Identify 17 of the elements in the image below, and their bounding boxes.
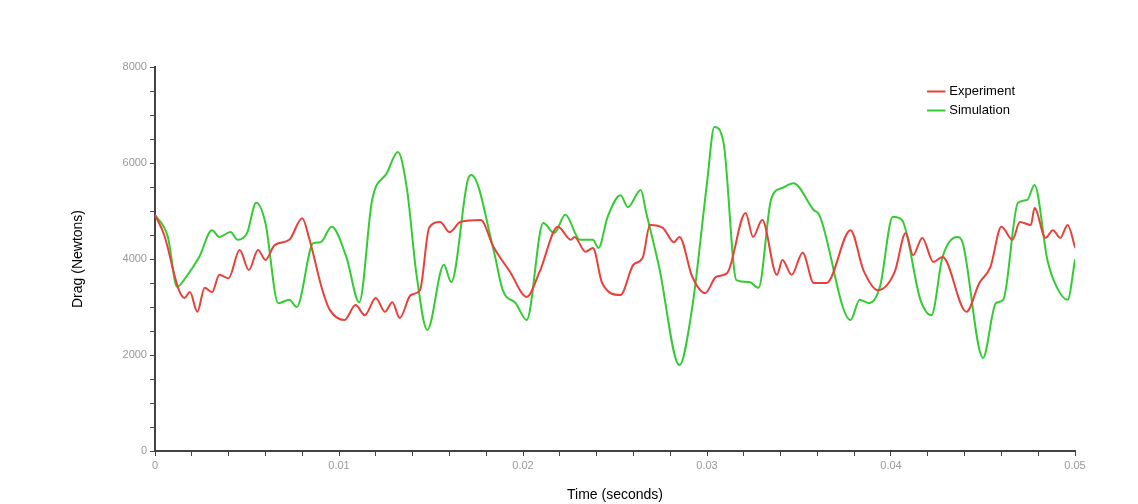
legend-label: Simulation <box>949 102 1010 118</box>
x-tick-label: 0.02 <box>512 458 534 471</box>
y-tick-label: 2000 <box>122 348 147 361</box>
y-tick-label: 6000 <box>122 156 147 169</box>
y-axis-title: Drag (Newtons) <box>69 209 86 309</box>
line-series <box>155 207 1075 321</box>
y-tick-label: 8000 <box>122 60 147 73</box>
x-tick-label: 0.05 <box>1064 458 1086 471</box>
x-axis-title: Time (seconds) <box>567 486 663 503</box>
x-tick-label: 0.03 <box>696 458 718 471</box>
x-tick-label: 0.01 <box>328 458 350 471</box>
line-series <box>155 126 1075 367</box>
x-tick-label: 0.04 <box>880 458 902 471</box>
legend-label: Experiment <box>949 83 1016 99</box>
y-tick-label: 4000 <box>122 252 147 265</box>
y-tick-label: 0 <box>140 444 147 457</box>
x-tick-label: 0 <box>151 458 159 471</box>
